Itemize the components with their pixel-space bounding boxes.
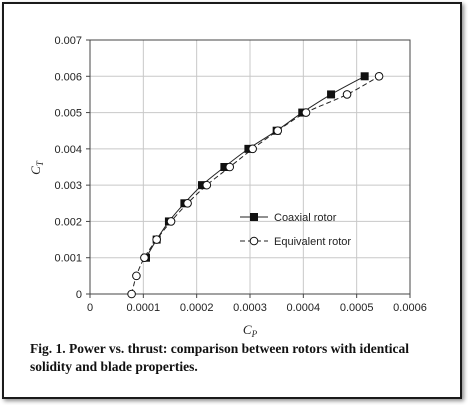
x-axis-ticks: 0 0.0001 0.0002 0.0003 0.0004 0.0005 0.0006 bbox=[87, 294, 427, 314]
y-tick-label: 0.006 bbox=[54, 71, 82, 83]
x-tick-label: 0.0003 bbox=[233, 302, 267, 314]
data-point-equivalent-rotor bbox=[183, 198, 192, 208]
data-point-equivalent-rotor bbox=[132, 271, 141, 281]
y-tick-label: 0.003 bbox=[54, 180, 82, 192]
x-tick-label: 0.0005 bbox=[340, 302, 374, 314]
y-tick-label: 0.004 bbox=[54, 144, 82, 156]
legend-marker-equivalent-rotor bbox=[249, 236, 259, 246]
data-point-equivalent-rotor bbox=[225, 162, 235, 172]
x-tick-label: 0.0004 bbox=[287, 302, 321, 314]
x-tick-label: 0 bbox=[87, 302, 93, 314]
x-tick-label: 0.0002 bbox=[180, 302, 214, 314]
x-tick-label: 0.0006 bbox=[393, 302, 427, 314]
data-point-equivalent-rotor bbox=[127, 289, 136, 299]
legend-label-equivalent-rotor: Equivalent rotor bbox=[274, 236, 351, 248]
data-point-equivalent-rotor bbox=[152, 235, 161, 244]
data-point-coaxial-rotor bbox=[360, 72, 369, 81]
data-point-equivalent-rotor bbox=[248, 144, 257, 154]
data-point-equivalent-rotor bbox=[374, 71, 384, 81]
y-tick-label: 0.002 bbox=[54, 216, 82, 228]
data-point-equivalent-rotor bbox=[166, 217, 176, 226]
y-tick-label: 0.001 bbox=[54, 253, 82, 265]
legend: Coaxial rotor Equivalent rotor bbox=[240, 212, 351, 248]
y-axis-label: CT bbox=[28, 160, 45, 175]
legend-label-coaxial-rotor: Coaxial rotor bbox=[274, 212, 337, 224]
y-axis-ticks: 0 0.001 0.002 0.003 0.004 0.005 0.006 0.007 bbox=[54, 35, 90, 301]
data-point-equivalent-rotor bbox=[342, 90, 352, 99]
y-tick-label: 0.005 bbox=[54, 108, 82, 120]
series-markers bbox=[127, 71, 384, 299]
x-tick-label: 0.0001 bbox=[127, 302, 161, 314]
data-point-equivalent-rotor bbox=[301, 108, 311, 117]
data-point-equivalent-rotor bbox=[273, 126, 283, 136]
y-tick-label: 0.007 bbox=[54, 35, 82, 47]
figure-caption: Fig. 1. Power vs. thrust: comparison bet… bbox=[30, 341, 409, 374]
x-axis-label: CP bbox=[243, 322, 258, 339]
data-point-equivalent-rotor bbox=[140, 253, 149, 263]
y-tick-label: 0 bbox=[76, 289, 82, 301]
series-line-coaxial-rotor bbox=[145, 75, 365, 258]
data-point-equivalent-rotor bbox=[202, 180, 212, 190]
figure-frame bbox=[2, 2, 462, 399]
power-thrust-chart: 0 0.0001 0.0002 0.0003 0.0004 0.0005 0.0006 00… bbox=[28, 35, 427, 339]
data-point-coaxial-rotor bbox=[327, 90, 336, 99]
legend-marker-coaxial-rotor bbox=[250, 213, 258, 221]
